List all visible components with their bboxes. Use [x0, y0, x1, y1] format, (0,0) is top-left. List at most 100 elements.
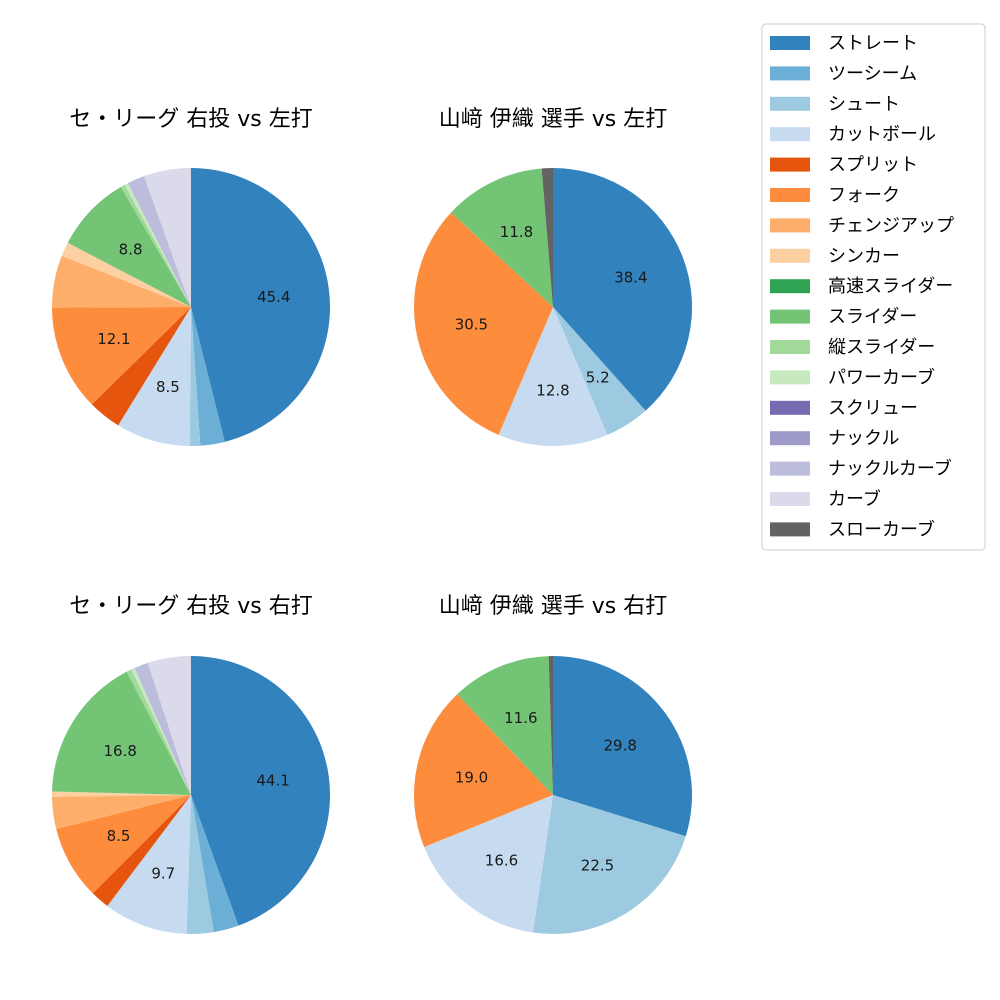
pie-slice	[424, 795, 553, 933]
legend-label: カーブ	[828, 488, 881, 510]
slice-value-label: 8.5	[156, 378, 180, 396]
pie-slice	[52, 307, 191, 405]
pie-slice	[131, 667, 191, 795]
pie-slice	[191, 168, 330, 442]
slice-value-label: 29.8	[603, 737, 636, 755]
legend-swatch	[770, 66, 810, 81]
pie-slice	[191, 656, 330, 926]
slice-value-label: 38.4	[614, 268, 647, 286]
legend-label: スクリュー	[828, 398, 918, 419]
legend-label: シュート	[828, 94, 900, 115]
chart-title: セ・リーグ 右投 vs 右打	[69, 594, 312, 619]
pie-slice	[92, 795, 191, 906]
chart-title: セ・リーグ 右投 vs 左打	[69, 107, 312, 132]
pie-slice	[189, 307, 201, 446]
pie-slice	[61, 242, 192, 307]
legend-swatch	[770, 340, 810, 354]
pie-slice	[147, 656, 191, 795]
legend-swatch	[770, 96, 810, 111]
legend-swatch	[770, 492, 810, 506]
pie-slice	[553, 656, 693, 837]
legend-label: スプリット	[828, 155, 918, 176]
pie-chart-yamasaki-vs-lhb: 山﨑 伊織 選手 vs 左打 38.4 5.2 12.8 30.5 11.8	[414, 107, 693, 446]
pie-slice	[120, 184, 191, 307]
legend-label: ナックル	[828, 428, 899, 449]
legend-swatch	[770, 431, 810, 446]
legend-label: チェンジアップ	[828, 215, 954, 236]
slice-value-label: 8.5	[107, 827, 131, 845]
pie-slice	[553, 168, 693, 411]
legend-label: フォーク	[828, 185, 900, 206]
pie-slice	[134, 662, 191, 795]
legend-swatch	[770, 127, 810, 142]
legend-swatch	[770, 248, 810, 263]
pie-slice	[144, 168, 191, 307]
pie-slice	[51, 255, 191, 308]
pie-slice	[52, 795, 192, 829]
pie-slice	[541, 167, 553, 307]
pie-slice	[457, 656, 553, 795]
legend-label: カットボール	[828, 124, 936, 145]
pie-slice	[553, 307, 646, 435]
pie-slice	[127, 176, 191, 307]
pie-slice	[118, 307, 191, 446]
legend-label: パワーカーブ	[828, 366, 935, 388]
pie-slice	[56, 795, 191, 894]
legend-label: スローカーブ	[828, 518, 935, 540]
pie-chart-rhp-vs-lhb-league: セ・リーグ 右投 vs 左打 45.4 8.5 12.1 8.8	[51, 107, 330, 446]
legend-swatch	[770, 36, 810, 50]
slice-value-label: 16.6	[485, 852, 518, 870]
pie-slice	[191, 795, 239, 933]
pie-chart-yamasaki-vs-rhb: 山﨑 伊織 選手 vs 右打 29.8 22.5 16.6 19.0 11.6	[414, 594, 693, 934]
legend-swatch	[770, 157, 810, 172]
legend-swatch	[770, 400, 810, 415]
slice-value-label: 9.7	[151, 865, 175, 883]
chart-title: 山﨑 伊織 選手 vs 左打	[439, 107, 667, 132]
pie-slice	[67, 187, 191, 307]
slice-value-label: 45.4	[257, 288, 290, 306]
legend-label: シンカー	[828, 246, 900, 267]
pie-slice	[548, 656, 553, 795]
legend-swatch	[770, 279, 810, 294]
legend-frame	[761, 23, 986, 551]
slice-value-label: 12.8	[536, 381, 569, 399]
slice-value-label: 22.5	[581, 857, 614, 875]
slice-value-label: 11.6	[504, 709, 537, 727]
slice-value-label: 44.1	[256, 772, 289, 790]
legend-swatch	[770, 218, 810, 233]
legend-swatch	[770, 370, 810, 385]
pie-chart-rhp-vs-rhb-league: セ・リーグ 右投 vs 右打 44.1 9.7 8.5 16.8	[51, 594, 330, 934]
slice-value-label: 30.5	[455, 315, 488, 333]
legend-swatch	[770, 188, 810, 202]
pie-slice	[51, 791, 192, 797]
pie-slice	[126, 669, 191, 795]
pie-slice	[124, 183, 191, 307]
slice-value-label: 8.8	[119, 241, 143, 259]
pie-slice	[414, 694, 553, 847]
legend-label: 高速スライダー	[828, 276, 953, 297]
legend-swatch	[770, 309, 810, 324]
pie-slice	[91, 307, 191, 426]
pie-slice	[532, 795, 686, 934]
pie-slice	[498, 307, 608, 446]
legend-label: スライダー	[828, 307, 917, 328]
pie-slice	[451, 168, 553, 307]
slice-value-label: 12.1	[97, 330, 130, 348]
slice-value-label: 19.0	[455, 768, 488, 786]
legend-label: ナックルカーブ	[828, 458, 952, 480]
legend-swatch	[770, 522, 810, 537]
slice-value-label: 11.8	[500, 223, 533, 241]
chart-title: 山﨑 伊織 選手 vs 右打	[439, 594, 667, 619]
pie-slice	[52, 671, 191, 795]
legend-label: ストレート	[828, 33, 918, 54]
slice-value-label: 16.8	[103, 742, 136, 760]
legend-label: 縦スライダー	[828, 337, 935, 358]
pie-slice	[414, 212, 553, 435]
pie-slice	[191, 307, 225, 446]
pie-slice	[186, 795, 214, 934]
pie-slice	[107, 795, 191, 934]
legend-swatch	[770, 461, 810, 476]
legend-label: ツーシーム	[828, 63, 917, 84]
slice-value-label: 5.2	[586, 368, 610, 386]
